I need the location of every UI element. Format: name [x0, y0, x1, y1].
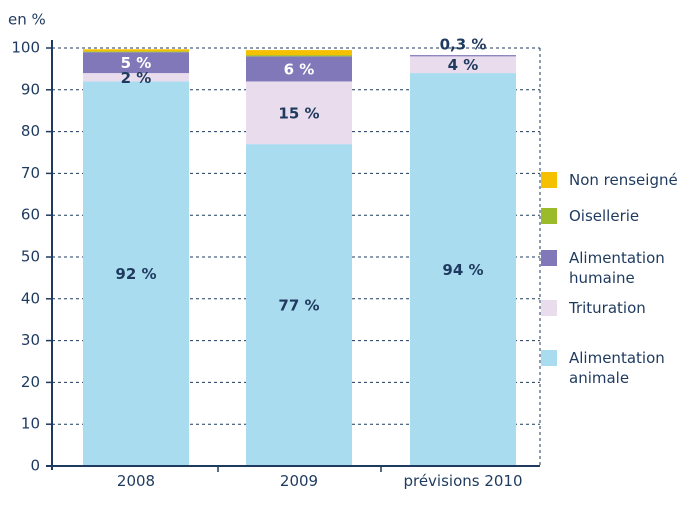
data-label: 15 %	[278, 104, 319, 122]
data-label: 94 %	[442, 261, 483, 279]
bar-segment	[246, 81, 352, 145]
y-tick-label: 40	[21, 289, 40, 307]
y-tick-label: 0	[30, 457, 40, 475]
data-label: 0,3 %	[440, 36, 487, 54]
bar-segment	[410, 73, 516, 466]
data-label: 77 %	[278, 297, 319, 315]
y-tick-label: 60	[21, 206, 40, 224]
bar-segment	[83, 73, 189, 82]
data-label: 4 %	[448, 56, 479, 74]
legend-swatch	[541, 208, 557, 224]
legend-label: Oisellerie	[569, 207, 640, 225]
y-tick-label: 10	[21, 415, 40, 433]
y-tick-label: 80	[21, 122, 40, 140]
bar-segment	[410, 55, 516, 57]
bar-segment	[246, 50, 352, 56]
legend-swatch	[541, 350, 557, 366]
legend-label: Alimentation animale	[569, 349, 665, 387]
x-tick-label: 2008	[116, 472, 156, 490]
bar-segment	[246, 144, 352, 466]
data-label: 6 %	[284, 60, 315, 78]
legend-label: Non renseigné	[569, 171, 678, 189]
y-tick-label: 70	[21, 164, 40, 182]
legend-swatch	[541, 250, 557, 266]
y-tick-label: 30	[21, 331, 40, 349]
x-tick-label: 2009	[279, 472, 319, 490]
bar-segment	[83, 52, 189, 74]
y-tick-label: 20	[21, 373, 40, 391]
bar-segment	[83, 49, 189, 52]
bar-segment	[410, 56, 516, 74]
legend-swatch	[541, 172, 557, 188]
y-tick-label: 100	[11, 39, 40, 57]
legend-label: Trituration	[569, 299, 646, 317]
data-label: 2 %	[121, 69, 152, 87]
data-label: 92 %	[115, 265, 156, 283]
x-tick-label: prévisions 2010	[403, 472, 523, 490]
y-tick-label: 50	[21, 248, 40, 266]
bar-segment	[83, 51, 189, 53]
bar-segment	[246, 55, 352, 57]
bar-segment	[246, 56, 352, 82]
bar-segment	[83, 81, 189, 466]
data-label: 5 %	[121, 54, 152, 72]
legend-swatch	[541, 300, 557, 316]
y-tick-label: 90	[21, 80, 40, 98]
y-label: en %	[8, 11, 46, 29]
legend-label: Alimentation humaine	[569, 249, 665, 287]
